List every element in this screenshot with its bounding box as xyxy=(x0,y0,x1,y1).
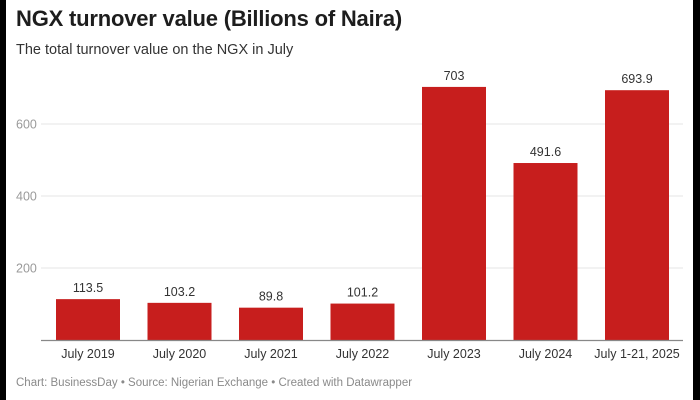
bar xyxy=(422,86,486,340)
chart-footer: Chart: BusinessDay • Source: Nigerian Ex… xyxy=(16,377,413,389)
bar-value-label: 703 xyxy=(444,69,465,83)
bar xyxy=(513,163,578,340)
bar xyxy=(605,90,669,340)
bars: 113.5 103.2 89.8 101.2 703 491.6 693.9 xyxy=(56,69,669,340)
x-tick-label: July 2021 xyxy=(244,347,298,361)
x-tick-label: July 2024 xyxy=(519,347,573,361)
x-tick-label: July 2019 xyxy=(61,347,115,361)
x-tick-label: July 2022 xyxy=(336,347,390,361)
bar-value-label: 491.6 xyxy=(530,145,561,159)
bar xyxy=(56,299,120,340)
bar-value-label: 89.8 xyxy=(259,290,283,304)
bar-value-label: 113.5 xyxy=(73,281,103,295)
bar xyxy=(330,303,395,340)
bar xyxy=(147,302,212,340)
bar xyxy=(239,307,303,340)
y-tick-label: 400 xyxy=(16,190,37,204)
bar-value-label: 693.9 xyxy=(621,72,652,86)
bar-value-label: 101.2 xyxy=(347,286,378,300)
bar-value-label: 103.2 xyxy=(164,285,195,299)
y-tick-label: 200 xyxy=(16,262,37,276)
chart-subtitle: The total turnover value on the NGX in J… xyxy=(16,42,294,58)
x-tick-label: July 1-21, 2025 xyxy=(594,347,680,361)
x-tick-label: July 2020 xyxy=(153,347,207,361)
chart-title: NGX turnover value (Billions of Naira) xyxy=(16,6,403,31)
x-axis: July 2019 July 2020 July 2021 July 2022 July… xyxy=(41,339,683,361)
gridlines: 200 400 600 xyxy=(16,118,683,276)
y-tick-label: 600 xyxy=(16,118,37,132)
x-tick-label: July 2023 xyxy=(427,347,481,361)
